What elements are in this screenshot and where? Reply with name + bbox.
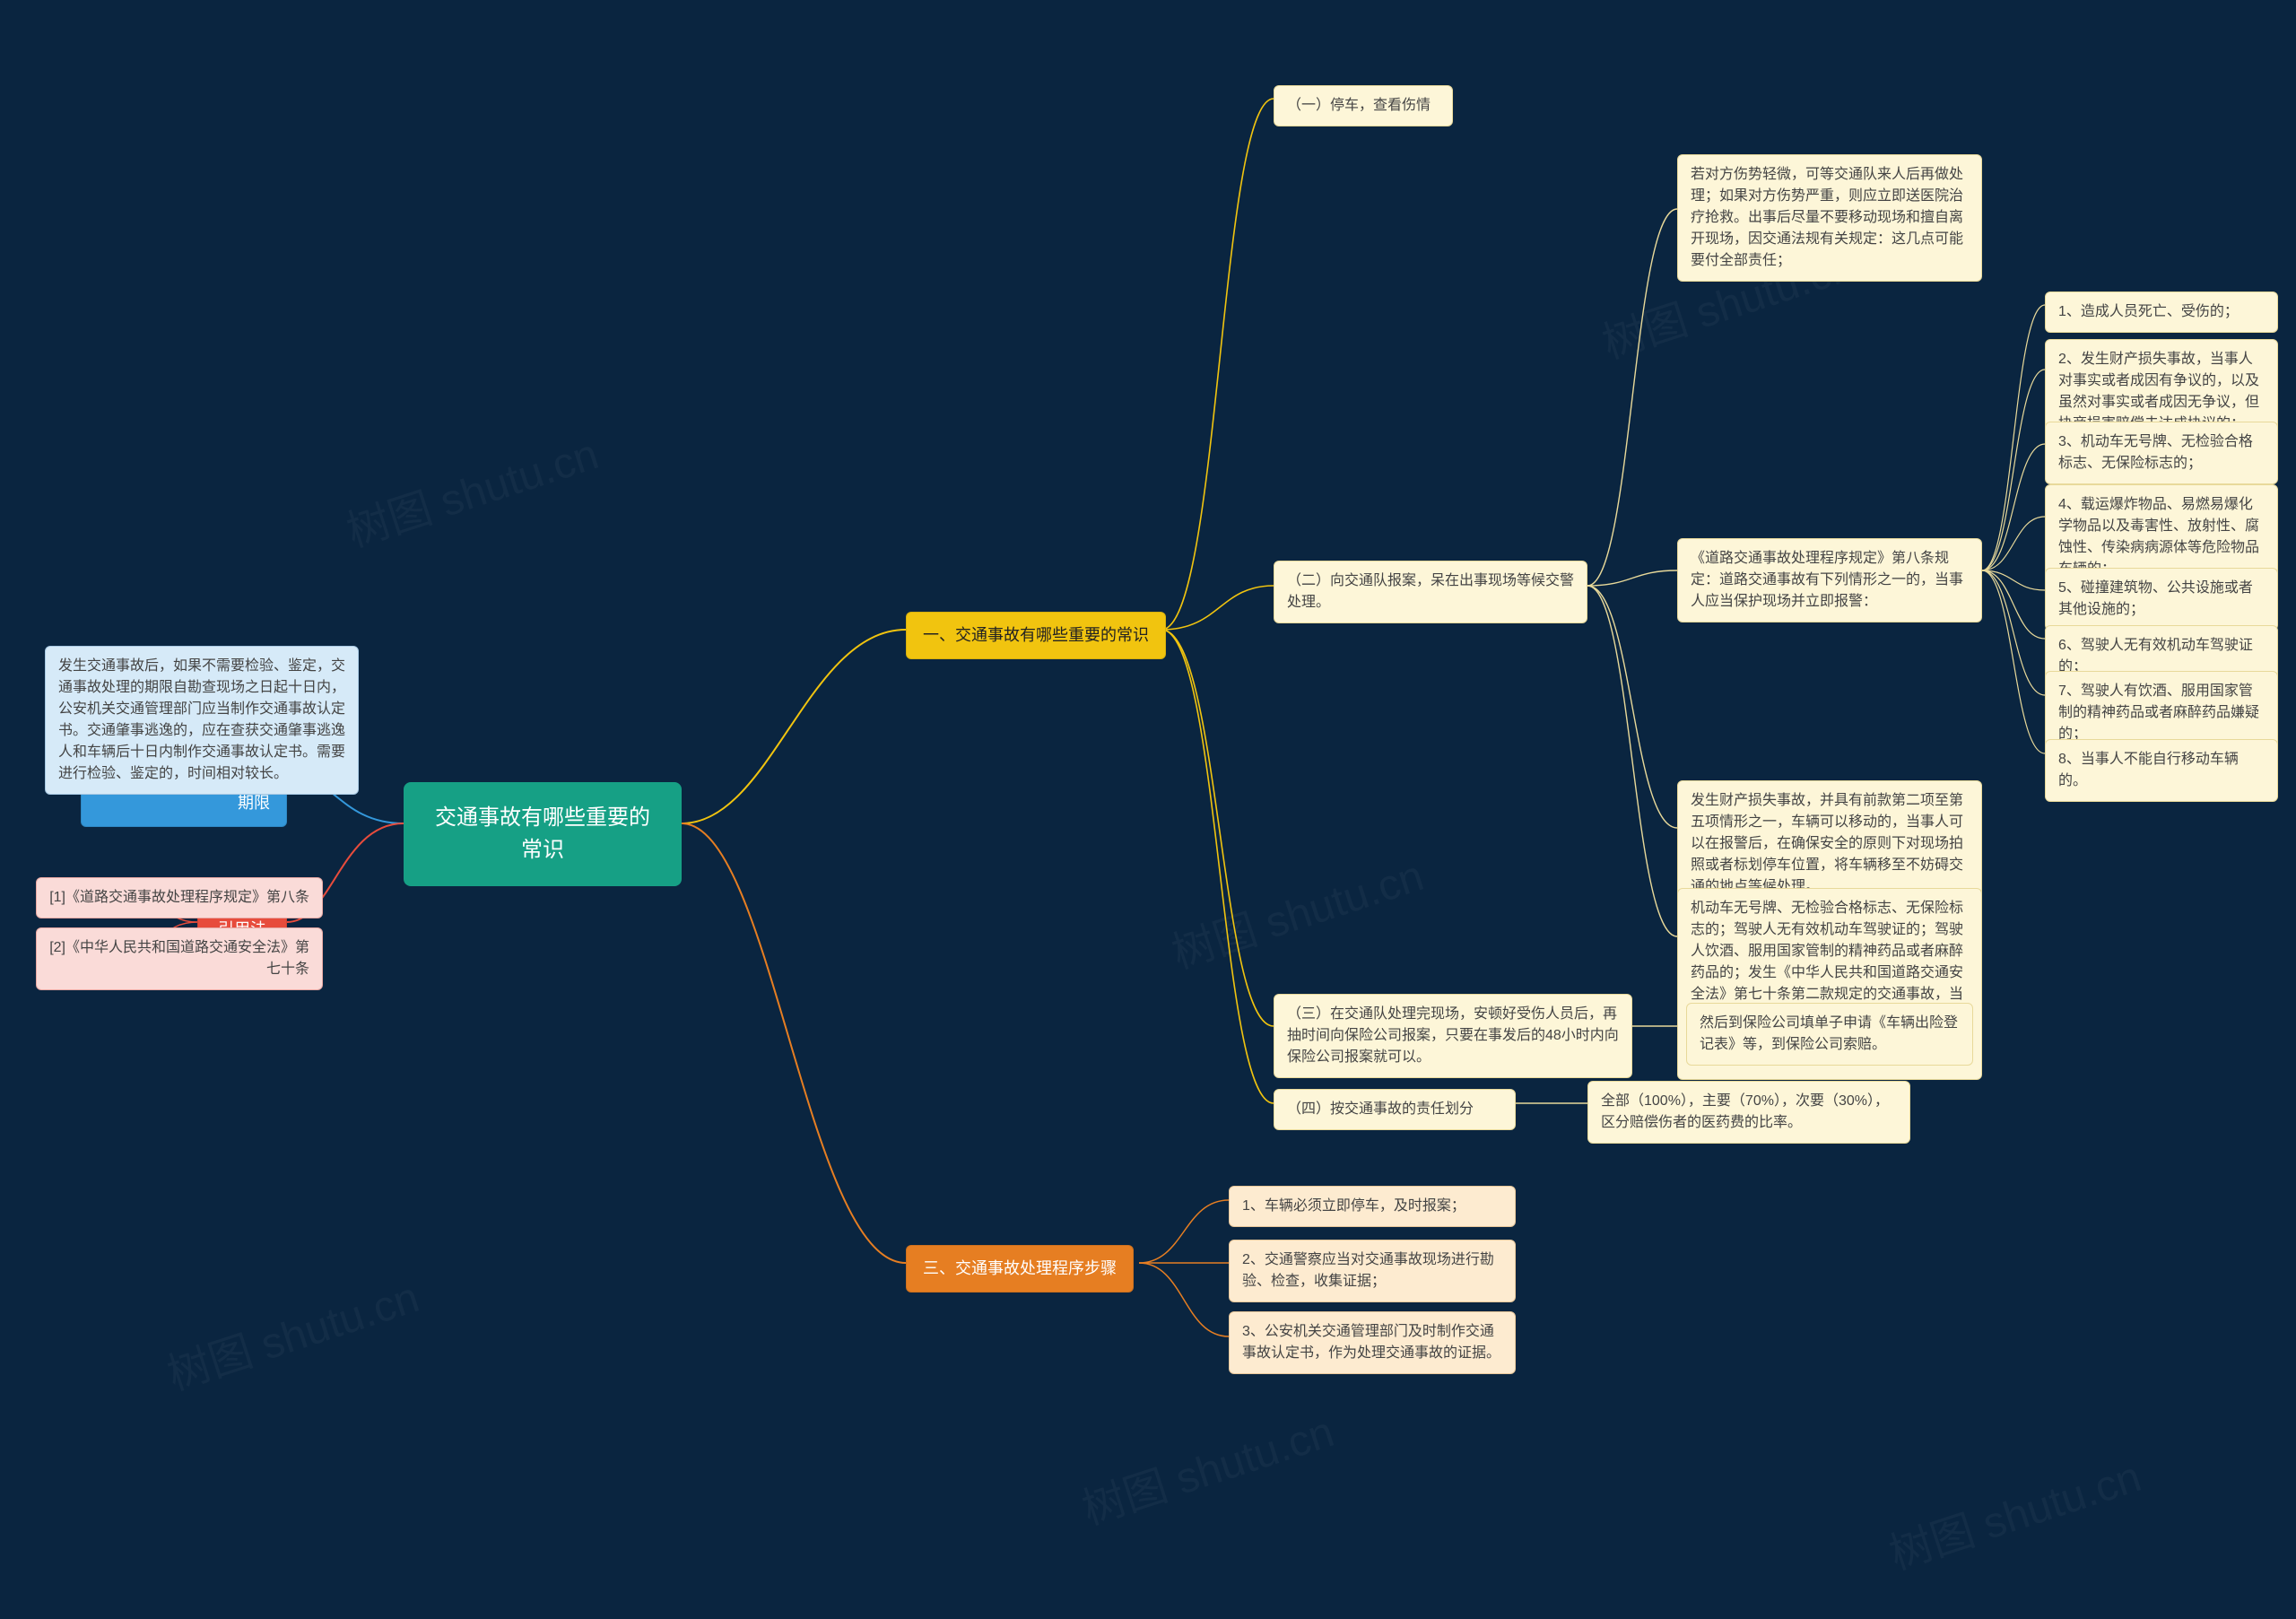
node-1-4-a[interactable]: 全部（100%），主要（70%），次要（30%），区分赔偿伤者的医药费的比率。 — [1587, 1081, 1910, 1144]
node-3-3[interactable]: 3、公安机关交通管理部门及时制作交通事故认定书，作为处理交通事故的证据。 — [1229, 1311, 1516, 1374]
node-1-4[interactable]: （四）按交通事故的责任划分 — [1274, 1089, 1516, 1130]
root-node[interactable]: 交通事故有哪些重要的常识 — [404, 782, 682, 886]
watermark: 树图 shutu.cn — [1880, 1441, 2147, 1581]
branch-1[interactable]: 一、交通事故有哪些重要的常识 — [906, 612, 1166, 659]
node-1-2-b-3[interactable]: 3、机动车无号牌、无检验合格标志、无保险标志的； — [2045, 422, 2278, 484]
node-1-2-b-8[interactable]: 8、当事人不能自行移动车辆的。 — [2045, 739, 2278, 802]
watermark: 树图 shutu.cn — [1073, 1397, 1340, 1536]
node-2-content[interactable]: 发生交通事故后，如果不需要检验、鉴定，交通事故处理的期限自勘查现场之日起十日内，… — [45, 646, 359, 795]
node-1-2-a[interactable]: 若对方伤势轻微，可等交通队来人后再做处理；如果对方伤势严重，则应立即送医院治疗抢… — [1677, 154, 1982, 282]
node-3-1[interactable]: 1、车辆必须立即停车，及时报案； — [1229, 1186, 1516, 1227]
node-1-2-b-1[interactable]: 1、造成人员死亡、受伤的； — [2045, 292, 2278, 333]
node-4-1[interactable]: [1]《道路交通事故处理程序规定》第八条 — [36, 877, 323, 918]
node-1-1[interactable]: （一）停车，查看伤情 — [1274, 85, 1453, 126]
node-1-2-b-5[interactable]: 5、碰撞建筑物、公共设施或者其他设施的； — [2045, 568, 2278, 631]
watermark: 树图 shutu.cn — [337, 419, 604, 559]
branch-3[interactable]: 三、交通事故处理程序步骤 — [906, 1245, 1134, 1293]
watermark: 树图 shutu.cn — [158, 1262, 425, 1402]
node-3-2[interactable]: 2、交通警察应当对交通事故现场进行勘验、检查，收集证据； — [1229, 1240, 1516, 1302]
node-1-3-a[interactable]: 然后到保险公司填单子申请《车辆出险登记表》等，到保险公司索赔。 — [1686, 1003, 1973, 1066]
node-4-2[interactable]: [2]《中华人民共和国道路交通安全法》第七十条 — [36, 927, 323, 990]
node-1-3[interactable]: （三）在交通队处理完现场，安顿好受伤人员后，再抽时间向保险公司报案，只要在事发后… — [1274, 994, 1632, 1078]
node-1-2[interactable]: （二）向交通队报案，呆在出事现场等候交警处理。 — [1274, 561, 1587, 623]
watermark: 树图 shutu.cn — [1162, 840, 1430, 980]
node-1-2-b[interactable]: 《道路交通事故处理程序规定》第八条规定：道路交通事故有下列情形之一的，当事人应当… — [1677, 538, 1982, 622]
